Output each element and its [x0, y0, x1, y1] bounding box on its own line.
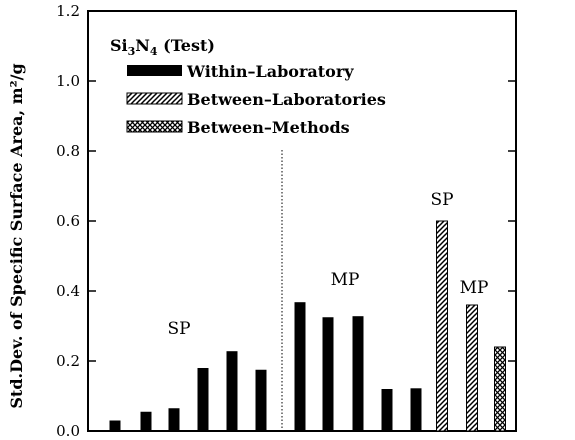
legend-swatch-between-labs: [126, 92, 183, 105]
bar-solid-11: [410, 388, 422, 431]
legend-title: Si3N4 (Test): [110, 36, 215, 58]
bar-solid-3: [168, 408, 180, 431]
bar-solid-8: [322, 317, 334, 431]
bar-solid-2: [140, 411, 152, 431]
y-tick-label: 0.4: [56, 282, 80, 300]
y-tick-label: 1.2: [56, 2, 80, 20]
bar-solid-9: [352, 316, 364, 431]
y-tick-label: 1.0: [56, 72, 80, 90]
annotation-sp-within: SP: [167, 319, 190, 339]
bars: [109, 220, 506, 432]
annotation-mp-within: MP: [331, 270, 360, 290]
y-tick-label: 0.0: [56, 422, 80, 440]
legend-label-within-lab: Within–Laboratory: [186, 62, 354, 81]
bar-solid-1: [109, 420, 121, 431]
bar-solid-6: [255, 369, 267, 431]
bar-crosshatch-1: [494, 346, 506, 432]
annotation-mp-between: MP: [460, 278, 489, 298]
bar-hatch-1: [436, 220, 448, 432]
legend-label-between-labs: Between–Laboratories: [187, 90, 386, 109]
y-tick-label: 0.6: [56, 212, 80, 230]
bar-solid-7: [294, 302, 306, 431]
bar-solid-4: [197, 368, 209, 431]
bar-solid-5: [226, 351, 238, 431]
legend-label-between-methods: Between–Methods: [187, 118, 350, 137]
bar-solid-10: [381, 389, 393, 431]
y-tick-label: 0.2: [56, 352, 80, 370]
legend-swatch-within-lab: [127, 65, 182, 76]
y-axis-title: Std.Dev. of Specific Surface Area, m²/g: [7, 63, 26, 408]
legend-swatch-between-methods: [126, 120, 183, 133]
y-axis-ticks: 0.0 0.2 0.4 0.6 0.8 1.0 1.2: [56, 2, 516, 440]
annotation-sp-between: SP: [430, 190, 453, 210]
bar-hatch-2: [466, 304, 478, 432]
y-tick-label: 0.8: [56, 142, 80, 160]
legend: Si3N4 (Test) Within–Laboratory Between–L…: [110, 36, 386, 137]
